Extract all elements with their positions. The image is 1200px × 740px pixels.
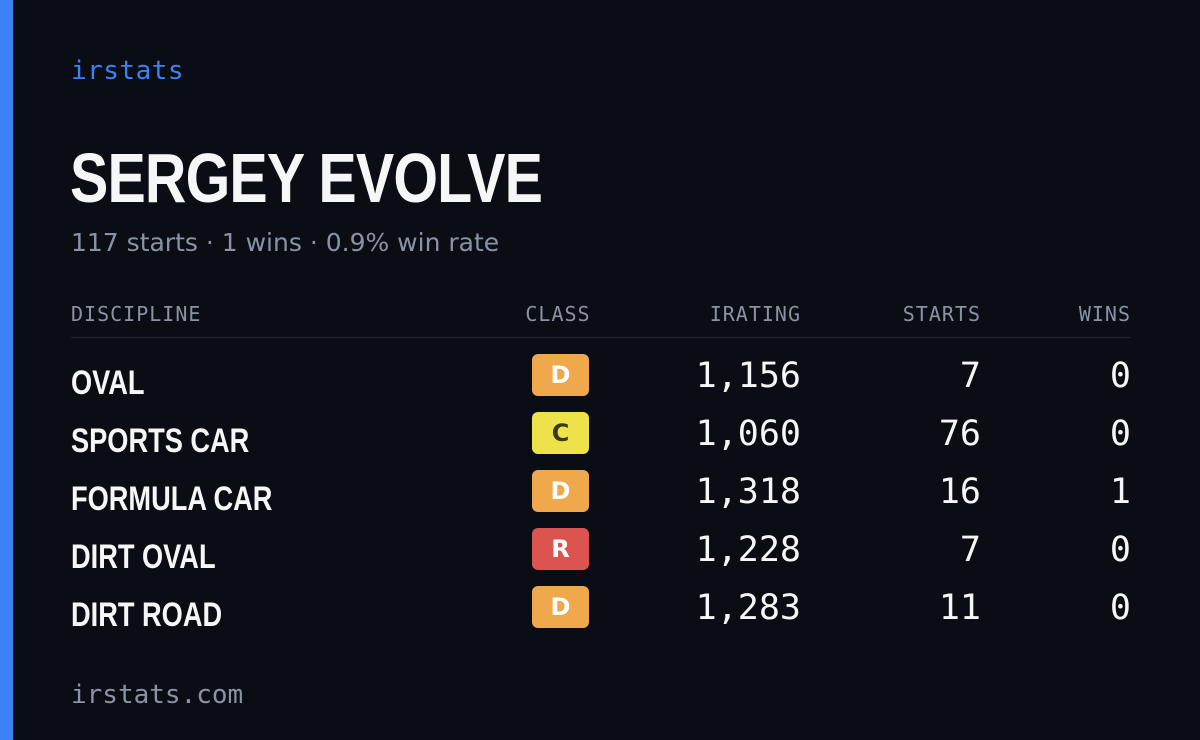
wins-value: 0 xyxy=(1109,414,1131,454)
table-row: SPORTS CAR C 1,060 76 0 xyxy=(71,410,1131,468)
table-row: DIRT OVAL R 1,228 7 0 xyxy=(71,526,1131,584)
footer-url: irstats.com xyxy=(71,680,244,710)
irating-value: 1,318 xyxy=(695,472,801,512)
discipline-name: FORMULA CAR xyxy=(71,480,273,518)
wins-value: 0 xyxy=(1109,356,1131,396)
starts-value: 16 xyxy=(938,472,981,512)
header-class: CLASS xyxy=(525,302,591,326)
page-title: SERGEY EVOLVE xyxy=(70,139,543,217)
header-starts: STARTS xyxy=(902,302,981,326)
class-badge: D xyxy=(532,354,589,396)
header-wins: WINS xyxy=(1078,302,1131,326)
header-irating: IRATING xyxy=(709,302,801,326)
discipline-name: DIRT ROAD xyxy=(71,596,223,634)
discipline-name: DIRT OVAL xyxy=(71,538,216,576)
wins-value: 1 xyxy=(1109,472,1131,512)
stats-summary: 117 starts · 1 wins · 0.9% win rate xyxy=(71,228,500,257)
discipline-table: DISCIPLINE CLASS IRATING STARTS WINS OVA… xyxy=(71,300,1131,634)
class-badge: R xyxy=(532,528,589,570)
irating-value: 1,156 xyxy=(695,356,801,396)
discipline-name: OVAL xyxy=(71,364,145,402)
class-badge: D xyxy=(532,586,589,628)
table-body: OVAL D 1,156 7 0 SPORTS CAR C 1,060 76 0… xyxy=(71,352,1131,642)
discipline-name: SPORTS CAR xyxy=(71,422,250,460)
wins-value: 0 xyxy=(1109,588,1131,628)
irating-value: 1,060 xyxy=(695,414,801,454)
accent-bar xyxy=(0,0,13,740)
class-badge: C xyxy=(532,412,589,454)
class-badge: D xyxy=(532,470,589,512)
header-discipline: DISCIPLINE xyxy=(71,302,202,326)
irating-value: 1,283 xyxy=(695,588,801,628)
starts-value: 7 xyxy=(959,530,981,570)
table-row: FORMULA CAR D 1,318 16 1 xyxy=(71,468,1131,526)
starts-value: 76 xyxy=(938,414,981,454)
table-row: DIRT ROAD D 1,283 11 0 xyxy=(71,584,1131,642)
brand-logo: irstats xyxy=(71,56,185,86)
starts-value: 11 xyxy=(938,588,981,628)
irating-value: 1,228 xyxy=(695,530,801,570)
table-header: DISCIPLINE CLASS IRATING STARTS WINS xyxy=(71,300,1131,338)
table-row: OVAL D 1,156 7 0 xyxy=(71,352,1131,410)
starts-value: 7 xyxy=(959,356,981,396)
wins-value: 0 xyxy=(1109,530,1131,570)
